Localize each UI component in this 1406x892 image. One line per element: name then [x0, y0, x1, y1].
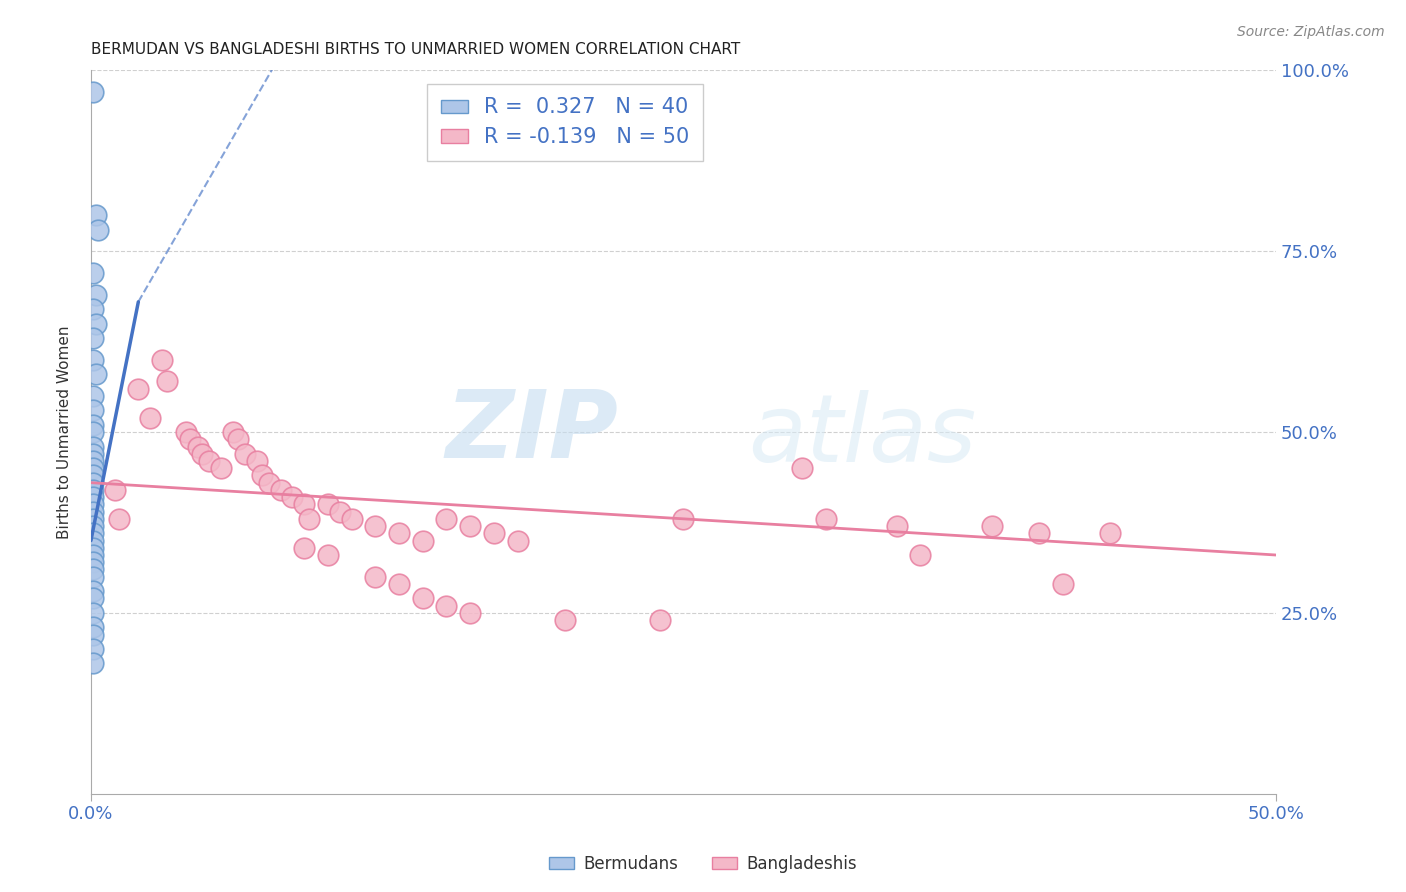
Point [82, 519, 104, 533]
Point [156, 375, 179, 389]
Point [82, 389, 104, 403]
Point [82, 490, 104, 504]
Point [980, 519, 1002, 533]
Point [82, 606, 104, 620]
Point [84, 287, 107, 301]
Point [270, 483, 292, 497]
Point [82, 620, 104, 634]
Point [82, 461, 104, 475]
Point [82, 352, 104, 367]
Point [82, 512, 104, 526]
Point [1052, 577, 1074, 591]
Text: BERMUDAN VS BANGLADESHI BIRTHS TO UNMARRIED WOMEN CORRELATION CHART: BERMUDAN VS BANGLADESHI BIRTHS TO UNMARR… [91, 42, 740, 57]
Point [82, 584, 104, 599]
Point [82, 417, 104, 432]
Point [506, 533, 529, 548]
Point [298, 512, 321, 526]
Point [84, 367, 107, 381]
Point [82, 555, 104, 569]
Point [82, 627, 104, 641]
Legend: R =  0.327   N = 40, R = -0.139   N = 50: R = 0.327 N = 40, R = -0.139 N = 50 [427, 84, 703, 161]
Point [139, 410, 162, 425]
Point [458, 606, 481, 620]
Point [482, 526, 505, 541]
Point [281, 490, 304, 504]
Point [82, 302, 104, 317]
Point [82, 497, 104, 511]
Point [340, 512, 363, 526]
Point [82, 591, 104, 606]
Point [82, 403, 104, 417]
Point [292, 541, 315, 555]
Point [222, 425, 245, 439]
Point [82, 657, 104, 671]
Point [364, 519, 387, 533]
Point [82, 85, 104, 99]
Point [412, 533, 434, 548]
Point [82, 454, 104, 468]
Point [198, 454, 221, 468]
Point [233, 447, 256, 461]
Point [250, 468, 273, 483]
Point [388, 526, 411, 541]
Text: Source: ZipAtlas.com: Source: ZipAtlas.com [1237, 25, 1385, 39]
Point [82, 505, 104, 519]
Point [209, 461, 232, 475]
Point [82, 483, 104, 497]
Point [104, 483, 127, 497]
Point [108, 512, 131, 526]
Y-axis label: Births to Unmarried Women: Births to Unmarried Women [58, 326, 72, 539]
Point [436, 512, 458, 526]
Point [648, 613, 671, 627]
Point [87, 222, 110, 236]
Point [436, 599, 458, 613]
Point [886, 519, 908, 533]
Point [554, 613, 576, 627]
Point [82, 447, 104, 461]
Point [82, 570, 104, 584]
Point [82, 562, 104, 576]
Point [412, 591, 434, 606]
Point [127, 382, 149, 396]
Legend: Bermudans, Bangladeshis: Bermudans, Bangladeshis [541, 848, 865, 880]
Point [1028, 526, 1050, 541]
Point [82, 266, 104, 280]
Point [84, 317, 107, 331]
Point [82, 541, 104, 555]
Text: ZIP: ZIP [446, 386, 619, 478]
Point [1099, 526, 1122, 541]
Point [82, 440, 104, 454]
Text: atlas: atlas [748, 390, 977, 481]
Point [316, 497, 339, 511]
Point [388, 577, 411, 591]
Point [82, 331, 104, 345]
Point [910, 548, 932, 562]
Point [458, 519, 481, 533]
Point [150, 352, 173, 367]
Point [174, 425, 197, 439]
Point [246, 454, 269, 468]
Point [257, 475, 280, 490]
Point [790, 461, 813, 475]
Point [191, 447, 214, 461]
Point [187, 440, 209, 454]
Point [82, 468, 104, 483]
Point [329, 505, 352, 519]
Point [82, 475, 104, 490]
Point [316, 548, 339, 562]
Point [672, 512, 695, 526]
Point [364, 570, 387, 584]
Point [292, 497, 315, 511]
Point [84, 208, 107, 222]
Point [82, 548, 104, 562]
Point [82, 642, 104, 657]
Point [82, 533, 104, 548]
Point [226, 432, 249, 446]
Point [82, 526, 104, 541]
Point [82, 425, 104, 439]
Point [179, 432, 201, 446]
Point [814, 512, 837, 526]
